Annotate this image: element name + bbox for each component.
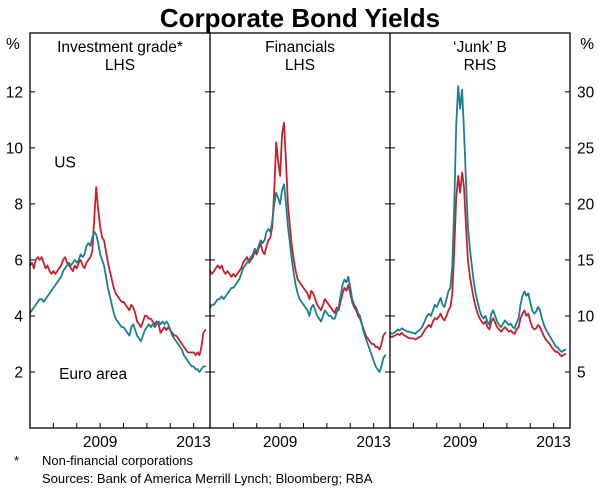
footnote-marker: * [14,453,19,468]
right-axis-unit: % [580,36,594,53]
series-line-euro-area [29,230,207,373]
right-axis-tick-label: 10 [577,308,595,325]
x-axis-tick-label: 2013 [176,434,210,451]
panel-axis-side-label: RHS [464,57,497,74]
chart-title: Corporate Bond Yields [160,3,440,33]
panel-title: Investment grade* [57,39,183,56]
series-label-euro-area: Euro area [59,366,127,383]
x-axis-tick-label: 2009 [443,434,477,451]
panel-axis-side-label: LHS [285,57,315,74]
left-axis-tick-label: 4 [14,308,23,325]
x-axis-tick-label: 2009 [83,434,117,451]
footnote-text: Non-financial corporations [42,453,194,468]
right-axis-tick-label: 15 [577,252,594,269]
series-line-euro-area [389,85,567,353]
x-axis-tick-label: 2009 [263,434,297,451]
sources-text: Sources: Bank of America Merrill Lynch; … [42,471,373,486]
right-axis-tick-label: 5 [577,364,586,381]
left-axis-tick-label: 2 [14,364,23,381]
right-axis-tick-label: 30 [577,84,595,101]
left-axis-tick-label: 8 [14,196,23,213]
right-axis-tick-label: 20 [577,196,595,213]
panel-axis-side-label: LHS [105,57,135,74]
series-label-us: US [54,154,76,171]
series-line-us [29,186,207,357]
series-line-euro-area [209,183,387,373]
series-line-us [209,121,387,351]
x-axis-tick-label: 2013 [356,434,390,451]
series-line-us [389,171,567,358]
left-axis-tick-label: 10 [6,140,24,157]
plot-border [29,32,571,429]
right-axis-tick-label: 25 [577,140,594,157]
left-axis-unit: % [6,36,20,53]
chart-plot-area: 2 4 6 8 10 12 5 10 15 20 25 30 2009 2013 Investment gr… [6,32,595,451]
left-axis-tick-label: 6 [14,252,23,269]
x-axis-tick-label: 2013 [536,434,570,451]
left-axis-tick-label: 12 [6,84,23,101]
panel-title: ‘Junk’ B [453,39,507,56]
panel-title: Financials [265,39,335,56]
